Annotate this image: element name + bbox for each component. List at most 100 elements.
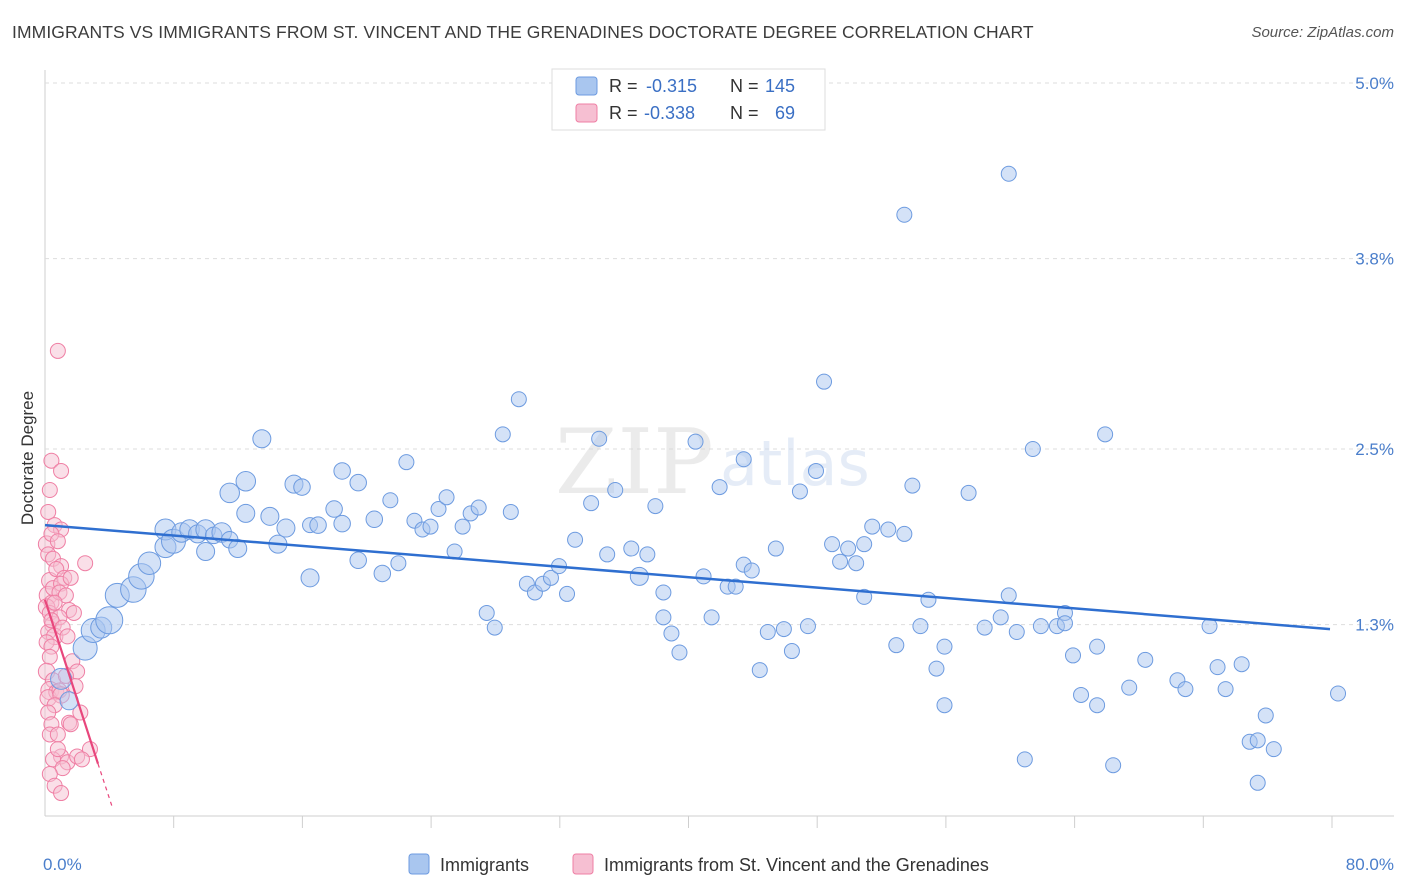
data-point	[1024, 441, 1041, 457]
data-point	[1209, 659, 1226, 676]
data-point	[494, 426, 511, 443]
chart-title: IMMIGRANTS VS IMMIGRANTS FROM ST. VINCEN…	[12, 22, 1034, 42]
data-point	[791, 483, 808, 500]
data-point	[703, 609, 720, 626]
data-point	[478, 604, 495, 621]
x-tick-label-min: 0.0%	[43, 855, 82, 874]
data-point	[1121, 679, 1138, 696]
legend-bottom-swatch-immigrants	[408, 853, 430, 875]
data-point	[767, 540, 784, 557]
trend-line-svg-extension	[97, 763, 114, 808]
data-point	[599, 546, 616, 563]
y-tick-label: 2.5%	[1355, 440, 1394, 459]
data-point	[1217, 681, 1234, 698]
data-point	[373, 564, 392, 583]
data-point	[1105, 757, 1122, 774]
legend-r-label-2: R =	[609, 103, 638, 123]
data-point	[751, 662, 768, 679]
data-point	[46, 594, 63, 611]
legend-swatch-immigrants	[575, 76, 598, 96]
series-immigrants-points	[50, 165, 1347, 791]
data-point	[333, 514, 351, 533]
legend-swatch-svg	[575, 103, 598, 123]
data-point	[1089, 697, 1106, 714]
data-point	[49, 741, 66, 758]
legend-top-box	[551, 68, 826, 131]
data-point	[629, 566, 649, 586]
series-svg-points	[37, 342, 98, 802]
data-point	[920, 591, 937, 608]
source-label: Source: ZipAtlas.com	[1251, 24, 1394, 41]
data-point	[1137, 651, 1154, 668]
legend-r-value-1: -0.315	[646, 76, 697, 96]
trend-line-svg	[43, 599, 100, 765]
data-point	[325, 500, 343, 518]
legend-bottom-label-immigrants: Immigrants	[440, 855, 529, 875]
data-point	[936, 638, 953, 655]
legend-bottom-swatch-svg	[572, 853, 594, 875]
data-point	[293, 478, 311, 496]
y-tick-label: 3.8%	[1355, 250, 1394, 269]
legend-top: R = -0.315 N = 145 R = -0.338 N = 69	[551, 68, 826, 131]
data-point	[1097, 426, 1114, 443]
data-point	[62, 569, 79, 586]
data-point	[912, 618, 929, 635]
data-point	[1249, 774, 1266, 791]
x-axis-ticks	[173, 816, 1333, 828]
data-point	[976, 619, 993, 636]
y-tick-label: 1.3%	[1355, 616, 1394, 635]
data-point	[95, 606, 124, 635]
data-point	[655, 609, 672, 626]
data-point	[856, 588, 873, 605]
data-point	[896, 525, 913, 542]
data-point	[623, 540, 640, 557]
data-point	[49, 533, 66, 550]
data-point	[735, 451, 752, 468]
data-point	[711, 479, 728, 496]
data-point	[799, 618, 816, 635]
data-point	[236, 503, 256, 523]
data-point	[607, 481, 624, 498]
data-point	[62, 716, 79, 733]
data-point	[196, 541, 216, 561]
data-point	[65, 604, 82, 621]
data-point	[1065, 647, 1081, 664]
data-point	[647, 498, 664, 515]
data-point	[960, 484, 977, 501]
data-point	[671, 644, 688, 661]
data-point	[486, 619, 503, 636]
y-axis-title: Doctorate Degree	[18, 391, 37, 525]
data-point	[333, 462, 351, 480]
data-point	[542, 569, 559, 586]
data-point	[880, 521, 897, 538]
data-point	[856, 536, 873, 553]
data-point	[252, 429, 272, 449]
data-point	[1056, 615, 1073, 632]
data-point	[502, 503, 519, 520]
data-point	[43, 452, 60, 469]
data-point	[53, 462, 70, 479]
data-point	[41, 481, 58, 498]
data-point	[365, 510, 384, 529]
legend-bottom: Immigrants Immigrants from St. Vincent a…	[408, 853, 989, 875]
data-point	[832, 553, 849, 570]
x-tick-label-max: 80.0%	[1346, 855, 1394, 874]
data-point	[349, 551, 367, 570]
data-point	[73, 751, 90, 768]
data-point	[663, 625, 680, 642]
data-point	[775, 621, 792, 638]
data-point	[1032, 618, 1049, 635]
data-point	[743, 562, 760, 579]
data-point	[896, 206, 913, 223]
data-point	[300, 568, 320, 588]
data-point	[559, 585, 576, 602]
data-point	[1089, 638, 1106, 655]
data-point	[40, 503, 57, 520]
y-tick-labels: 1.3% 2.5% 3.8% 5.0%	[1355, 74, 1394, 635]
data-point	[1233, 656, 1250, 673]
legend-bottom-label-svg: Immigrants from St. Vincent and the Gren…	[604, 855, 989, 875]
data-point	[349, 473, 367, 492]
data-point	[422, 518, 439, 535]
data-point	[260, 506, 280, 526]
data-point	[639, 546, 656, 563]
